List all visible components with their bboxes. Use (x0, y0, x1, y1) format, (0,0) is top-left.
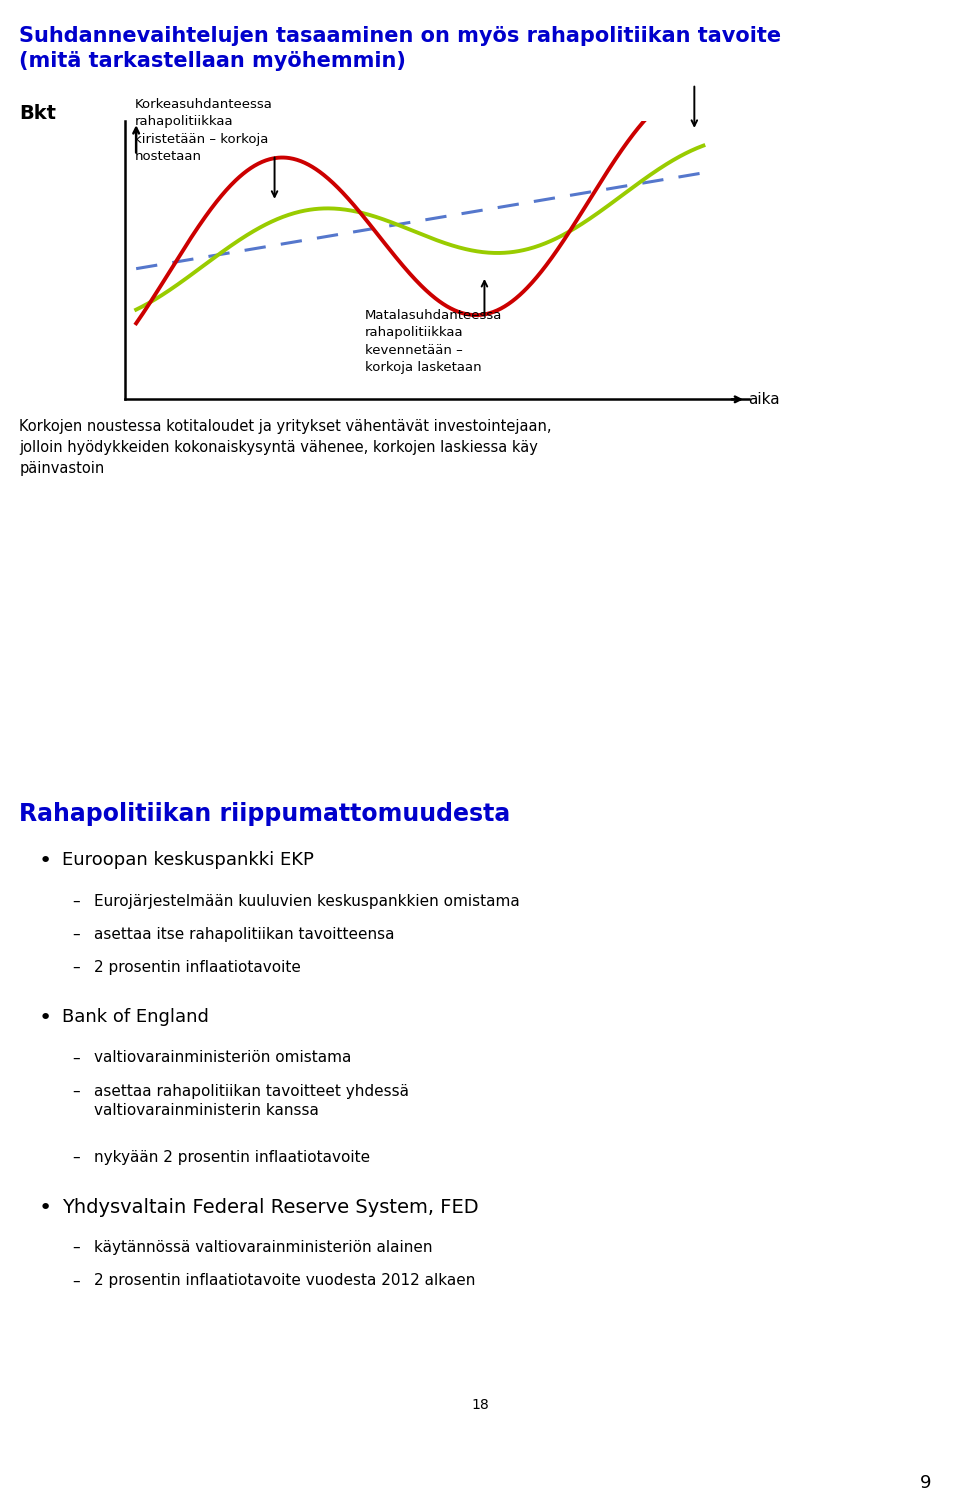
Text: 18: 18 (471, 1398, 489, 1412)
Text: Yhdysvaltain Federal Reserve System, FED: Yhdysvaltain Federal Reserve System, FED (62, 1198, 479, 1218)
Text: –: – (72, 960, 80, 975)
Text: 2 prosentin inflaatiotavoite vuodesta 2012 alkaen: 2 prosentin inflaatiotavoite vuodesta 20… (94, 1273, 475, 1288)
Text: Suhdannevaihtelujen tasaaminen on myös rahapolitiikan tavoite
(mitä tarkastellaa: Suhdannevaihtelujen tasaaminen on myös r… (19, 26, 781, 71)
Text: Matalasuhdanteessa
rahapolitiikkaa
kevennetään –
korkoja lasketaan: Matalasuhdanteessa rahapolitiikkaa keven… (365, 309, 502, 374)
Text: nykyään 2 prosentin inflaatiotavoite: nykyään 2 prosentin inflaatiotavoite (94, 1150, 371, 1165)
Text: Bank of England: Bank of England (62, 1008, 209, 1026)
Text: •: • (38, 1198, 52, 1218)
Text: –: – (72, 1240, 80, 1255)
Text: –: – (72, 1050, 80, 1065)
Text: •: • (38, 851, 52, 871)
Text: –: – (72, 927, 80, 942)
Text: Eurojärjestelmään kuuluvien keskuspankkien omistama: Eurojärjestelmään kuuluvien keskuspankki… (94, 894, 519, 909)
Text: –: – (72, 894, 80, 909)
Text: Euroopan keskuspankki EKP: Euroopan keskuspankki EKP (62, 851, 314, 870)
Text: 2 prosentin inflaatiotavoite: 2 prosentin inflaatiotavoite (94, 960, 300, 975)
Text: valtiovarainministeriön omistama: valtiovarainministeriön omistama (94, 1050, 351, 1065)
Text: aika: aika (748, 392, 780, 407)
Text: asettaa rahapolitiikan tavoitteet yhdessä
valtiovarainministerin kanssa: asettaa rahapolitiikan tavoitteet yhdess… (94, 1084, 409, 1118)
Text: Bkt: Bkt (19, 104, 57, 122)
Text: Korkojen noustessa kotitaloudet ja yritykset vähentävät investointejaan,
jolloin: Korkojen noustessa kotitaloudet ja yrity… (19, 419, 552, 476)
Text: Korkeasuhdanteessa
rahapolitiikkaa
kiristetään – korkoja
nostetaan: Korkeasuhdanteessa rahapolitiikkaa kiris… (134, 98, 273, 163)
Text: –: – (72, 1273, 80, 1288)
Text: käytännössä valtiovarainministeriön alainen: käytännössä valtiovarainministeriön alai… (94, 1240, 433, 1255)
Text: –: – (72, 1150, 80, 1165)
Text: •: • (38, 1008, 52, 1028)
Text: –: – (72, 1084, 80, 1099)
Text: asettaa itse rahapolitiikan tavoitteensa: asettaa itse rahapolitiikan tavoitteensa (94, 927, 395, 942)
Text: 9: 9 (920, 1474, 931, 1492)
Text: Rahapolitiikan riippumattomuudesta: Rahapolitiikan riippumattomuudesta (19, 802, 511, 826)
